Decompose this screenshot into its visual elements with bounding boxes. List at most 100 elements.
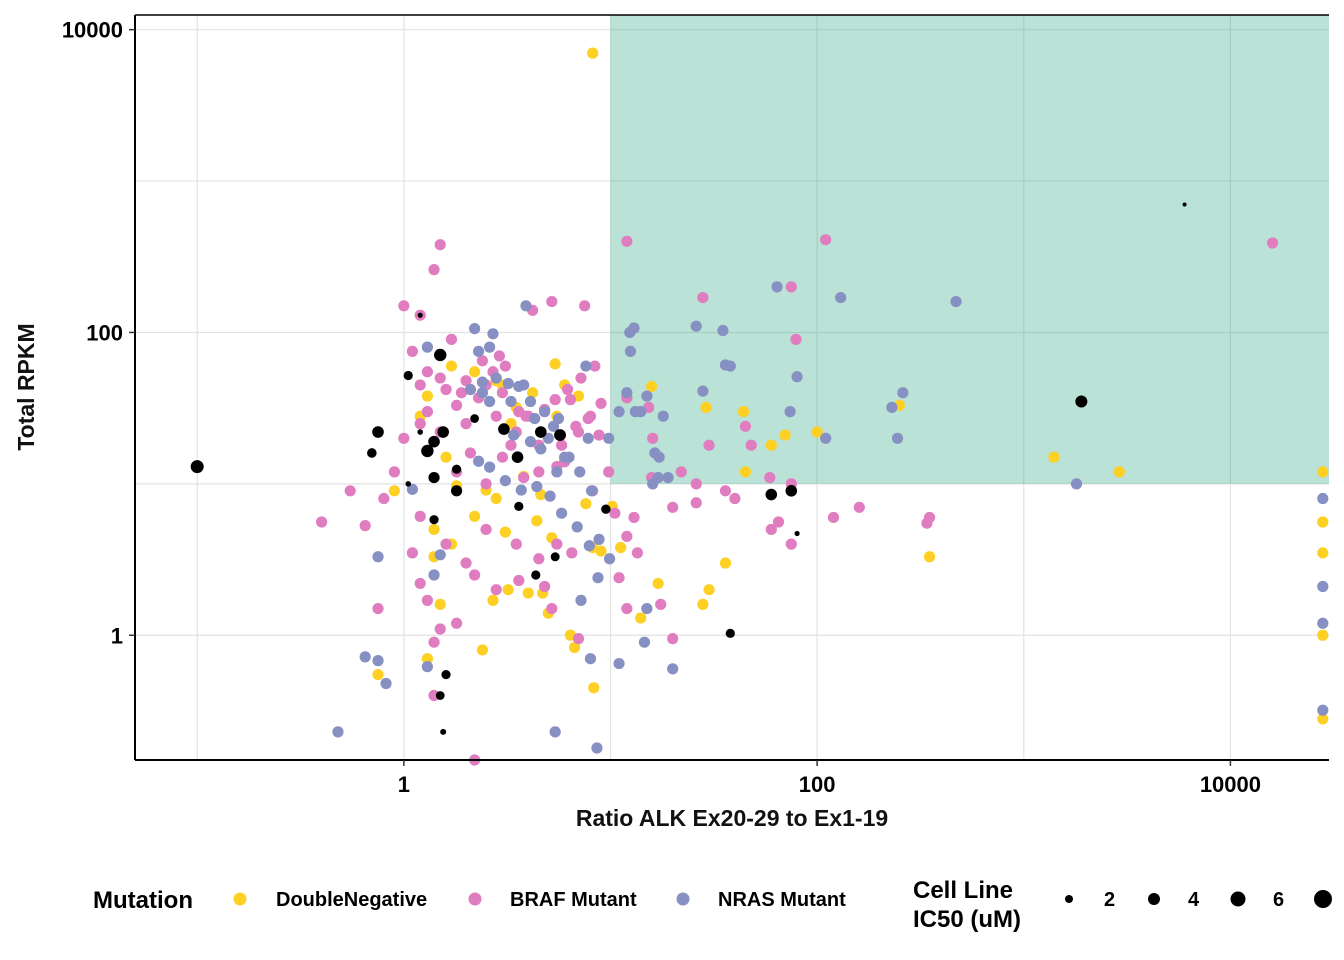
point-doublenegative <box>1317 713 1329 725</box>
point-nras-mutant <box>652 471 664 484</box>
point-braf-mutant <box>655 598 667 610</box>
point-doublenegative <box>765 439 777 451</box>
point-braf-mutant <box>406 547 418 559</box>
point-doublenegative <box>595 545 607 557</box>
point-braf-mutant <box>398 300 410 312</box>
legend-label-nras: NRAS Mutant <box>718 889 846 911</box>
point-nras-mutant <box>490 372 502 384</box>
point-doublenegative <box>1113 466 1125 478</box>
point-braf-mutant <box>450 617 463 629</box>
point-nras-mutant <box>421 661 433 673</box>
point-nras-mutant <box>641 390 653 402</box>
point-nras-mutant <box>513 380 525 393</box>
point-braf-mutant <box>785 281 797 293</box>
point-braf-mutant <box>719 485 732 497</box>
point-braf-mutant <box>579 300 591 312</box>
point-braf-mutant <box>520 410 532 422</box>
legend-label-braf: BRAF Mutant <box>510 889 637 911</box>
point-doublenegative <box>445 360 458 372</box>
point-doublenegative <box>522 587 534 599</box>
point-braf-mutant <box>460 557 472 569</box>
point-ic50 <box>421 444 434 458</box>
point-braf-mutant <box>421 366 433 378</box>
point-nras-mutant <box>535 443 547 455</box>
point-nras-mutant <box>515 484 527 496</box>
point-doublenegative <box>739 466 752 478</box>
point-braf-mutant <box>406 345 418 357</box>
point-doublenegative <box>615 541 627 554</box>
point-doublenegative <box>372 668 384 681</box>
point-nras-mutant <box>380 677 392 690</box>
point-ic50 <box>440 728 447 735</box>
point-braf-mutant <box>566 547 578 559</box>
point-braf-mutant <box>533 553 545 565</box>
point-braf-mutant <box>853 501 865 513</box>
point-nras-mutant <box>539 406 551 418</box>
point-nras-mutant <box>635 406 647 418</box>
point-braf-mutant <box>505 439 517 451</box>
point-nras-mutant <box>697 385 709 397</box>
point-doublenegative <box>527 387 539 399</box>
point-doublenegative <box>697 598 709 610</box>
point-braf-mutant <box>499 360 511 372</box>
point-nras-mutant <box>690 320 702 332</box>
point-ic50 <box>765 488 778 501</box>
point-ic50 <box>403 370 413 381</box>
point-doublenegative <box>469 366 481 378</box>
point-braf-mutant <box>450 399 463 411</box>
point-doublenegative <box>700 401 712 413</box>
point-ic50 <box>531 570 541 580</box>
point-nras-mutant <box>662 471 674 484</box>
point-braf-mutant <box>745 439 757 451</box>
point-doublenegative <box>490 492 502 505</box>
point-braf-mutant <box>421 594 433 606</box>
point-braf-mutant <box>493 350 505 362</box>
legend-title-ic50-line2: IC50 (uM) <box>913 906 1021 933</box>
point-braf-mutant <box>675 466 687 478</box>
point-nras-mutant <box>524 395 537 408</box>
point-ic50 <box>405 481 412 487</box>
legend-label-doublenegative: DoubleNegative <box>276 889 427 911</box>
point-braf-mutant <box>703 439 715 451</box>
point-nras-mutant <box>641 603 653 615</box>
point-ic50 <box>725 628 735 638</box>
highlight-rect <box>610 15 1329 484</box>
point-nras-mutant <box>771 281 783 293</box>
point-ic50 <box>1182 202 1187 207</box>
point-braf-mutant <box>582 412 594 425</box>
point-braf-mutant <box>613 572 625 584</box>
legend-size-4 <box>1148 893 1160 905</box>
point-braf-mutant <box>561 383 574 396</box>
point-nras-mutant <box>520 300 532 312</box>
point-nras-mutant <box>483 461 496 473</box>
point-ic50 <box>434 348 447 362</box>
point-ic50 <box>550 552 560 562</box>
point-doublenegative <box>499 526 511 538</box>
point-braf-mutant <box>414 379 426 391</box>
point-braf-mutant <box>434 239 446 251</box>
legend-size-label-4: 4 <box>1188 889 1200 911</box>
legend-size-6 <box>1230 891 1246 907</box>
point-nras-mutant <box>372 655 384 667</box>
legend-swatch-doublenegative <box>233 892 247 906</box>
legend-size-2 <box>1065 895 1073 903</box>
point-nras-mutant <box>552 412 565 425</box>
point-braf-mutant <box>647 432 659 444</box>
point-ic50 <box>441 669 451 680</box>
legend-swatch-braf <box>468 892 482 906</box>
point-ic50 <box>435 691 445 700</box>
point-braf-mutant <box>549 394 561 406</box>
point-nras-mutant <box>476 387 489 399</box>
point-ic50 <box>437 426 449 438</box>
x-axis-title: Ratio ALK Ex20-29 to Ex1-19 <box>576 805 888 831</box>
point-braf-mutant <box>490 410 502 422</box>
legend: Mutation DoubleNegative BRAF Mutant NRAS… <box>93 877 1332 933</box>
point-ic50 <box>785 484 798 497</box>
point-braf-mutant <box>589 360 601 372</box>
point-nras-mutant <box>469 323 481 335</box>
point-braf-mutant <box>480 478 492 490</box>
point-braf-mutant <box>513 574 525 587</box>
point-braf-mutant <box>546 603 558 615</box>
point-nras-mutant <box>592 572 604 584</box>
